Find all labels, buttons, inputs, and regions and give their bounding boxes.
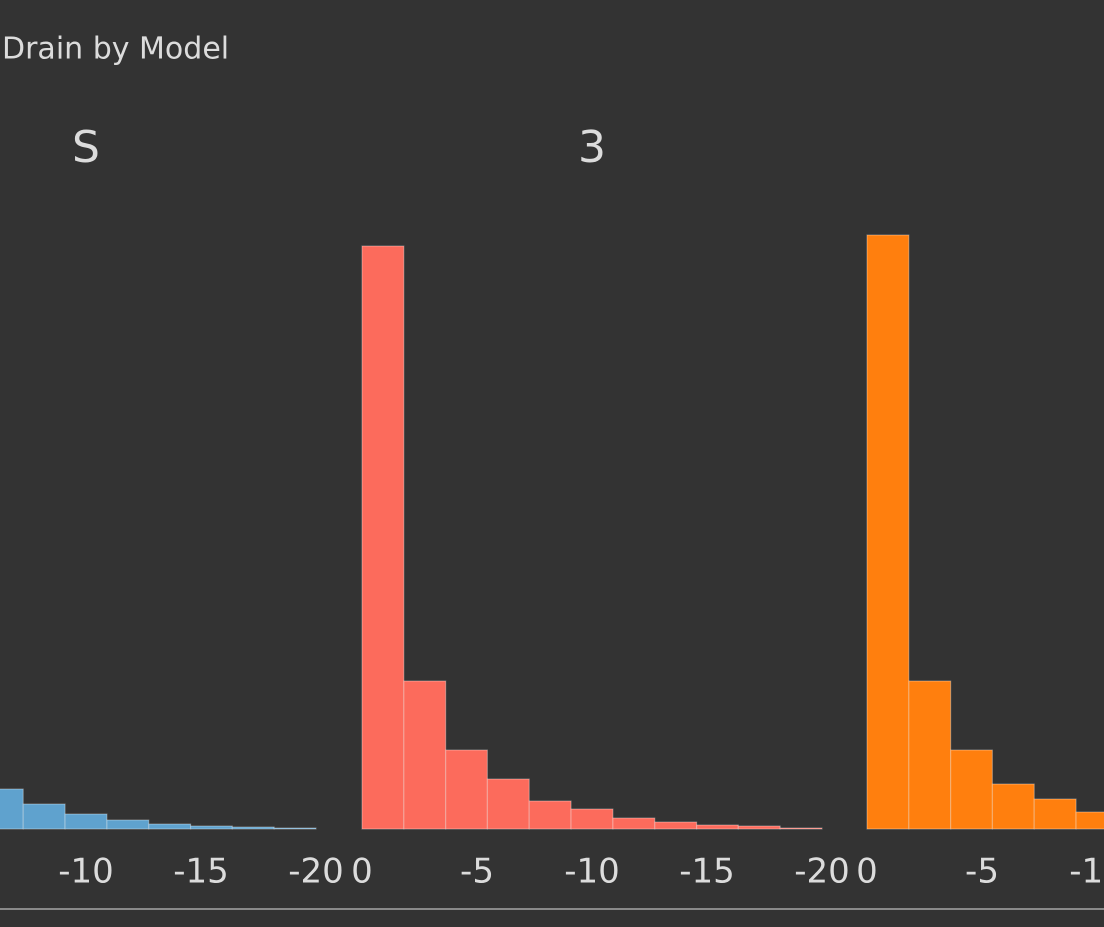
- x-tick-label: -20: [288, 852, 344, 892]
- histogram-bar: [403, 680, 447, 830]
- histogram-bar: [231, 826, 275, 830]
- x-tick-label: -10: [564, 852, 620, 892]
- histogram-bar: [991, 783, 1035, 830]
- histogram-bar: [866, 234, 910, 830]
- histogram-bar: [64, 813, 108, 830]
- x-tick-label: -10: [58, 852, 114, 892]
- panel-title: 3: [578, 122, 606, 173]
- x-tick-label: -10: [1069, 852, 1104, 892]
- histogram-bar: [779, 827, 823, 830]
- histogram-bar: [361, 245, 405, 830]
- histogram-bar: [570, 808, 614, 830]
- histogram-bar: [612, 817, 656, 830]
- panel-title: S: [72, 122, 100, 173]
- histogram-bar: [148, 823, 192, 830]
- histogram-bar: [908, 680, 952, 830]
- dashboard-title: Drain by Model: [2, 32, 229, 67]
- histogram-bar: [106, 819, 150, 830]
- histogram-bar: [528, 800, 572, 830]
- histogram-bar: [190, 825, 233, 830]
- histogram-bar: [696, 824, 739, 830]
- histogram-bar: [737, 825, 781, 830]
- histogram-bar: [654, 821, 698, 830]
- histogram-bar: [1033, 798, 1077, 830]
- x-tick-label: 0: [351, 852, 373, 892]
- x-tick-label: -15: [679, 852, 735, 892]
- x-tick-label: -5: [460, 852, 494, 892]
- x-tick-label: 0: [856, 852, 878, 892]
- histogram-bar: [445, 749, 488, 830]
- x-tick-label: -5: [965, 852, 999, 892]
- x-tick-label: -20: [794, 852, 850, 892]
- histogram-bar: [1075, 811, 1104, 830]
- histogram-bar: [0, 788, 24, 830]
- histogram-bar: [273, 827, 317, 830]
- histogram-bar: [22, 803, 66, 830]
- x-tick-label: -15: [173, 852, 229, 892]
- histogram-bar: [486, 778, 530, 830]
- histogram-bar: [950, 749, 993, 830]
